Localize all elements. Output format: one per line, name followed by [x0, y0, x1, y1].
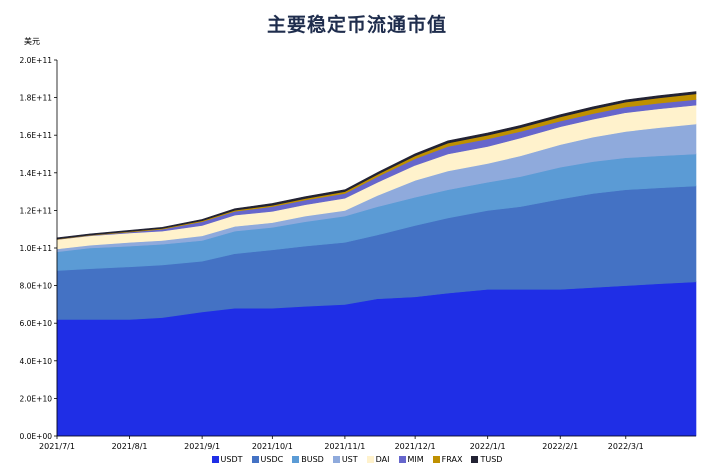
legend-label: USDC — [260, 455, 284, 464]
y-tick-label: 0.0E+00 — [20, 432, 53, 441]
area-series-group — [56, 91, 697, 437]
x-tick-label: 2021/10/1 — [252, 442, 293, 451]
legend-swatch — [211, 456, 219, 463]
x-tick-label: 2022/2/1 — [542, 442, 578, 451]
y-tick-label: 2.0E+10 — [20, 394, 53, 403]
legend-item-ust: UST — [332, 455, 358, 464]
x-tick-label: 2021/7/1 — [39, 442, 75, 451]
legend-label: MIM — [407, 455, 424, 464]
x-tick-label: 2021/9/1 — [184, 442, 220, 451]
y-tick-label: 6.0E+10 — [20, 319, 53, 328]
legend-label: DAI — [375, 455, 390, 464]
y-tick-label: 1.0E+11 — [20, 244, 53, 253]
legend-label: TUSD — [480, 455, 503, 464]
legend-item-usdc: USDC — [251, 455, 284, 464]
legend-item-dai: DAI — [366, 455, 390, 464]
y-tick-label: 8.0E+10 — [20, 282, 53, 291]
legend-label: USDT — [220, 455, 243, 464]
y-tick-label: 1.8E+11 — [20, 94, 53, 103]
legend: USDT USDC BUSD UST DAI MIM FRAX TUSD — [0, 455, 714, 464]
legend-item-mim: MIM — [398, 455, 424, 464]
legend-swatch — [366, 456, 374, 463]
legend-swatch — [398, 456, 406, 463]
x-tick-label: 2022/1/1 — [470, 442, 506, 451]
y-tick-label: 1.6E+11 — [20, 131, 53, 140]
y-tick-label: 1.2E+11 — [20, 206, 53, 215]
legend-swatch — [471, 456, 479, 463]
legend-label: BUSD — [301, 455, 324, 464]
legend-swatch — [432, 456, 440, 463]
legend-item-frax: FRAX — [432, 455, 463, 464]
legend-label: FRAX — [441, 455, 463, 464]
y-tick-label: 2.0E+11 — [20, 56, 53, 65]
legend-item-busd: BUSD — [292, 455, 324, 464]
x-tick-label: 2022/3/1 — [608, 442, 644, 451]
y-tick-label: 1.4E+11 — [20, 169, 53, 178]
x-tick-label: 2021/12/1 — [395, 442, 436, 451]
area-series-tusd — [56, 91, 697, 240]
legend-swatch — [332, 456, 340, 463]
y-axis-unit-label: 美元 — [24, 37, 40, 46]
legend-label: UST — [341, 455, 358, 464]
legend-item-usdt: USDT — [211, 455, 243, 464]
legend-swatch — [292, 456, 300, 463]
x-tick-label: 2021/8/1 — [112, 442, 148, 451]
legend-swatch — [251, 456, 259, 463]
chart-title: 主要稳定币流通市值 — [266, 14, 447, 36]
y-tick-label: 4.0E+10 — [20, 357, 53, 366]
legend-item-tusd: TUSD — [471, 455, 502, 464]
x-tick-label: 2021/11/1 — [324, 442, 365, 451]
axes-group: 0.0E+00 2.0E+10 4.0E+10 6.0E+10 8.0E+10 1.0E+… — [20, 56, 696, 451]
